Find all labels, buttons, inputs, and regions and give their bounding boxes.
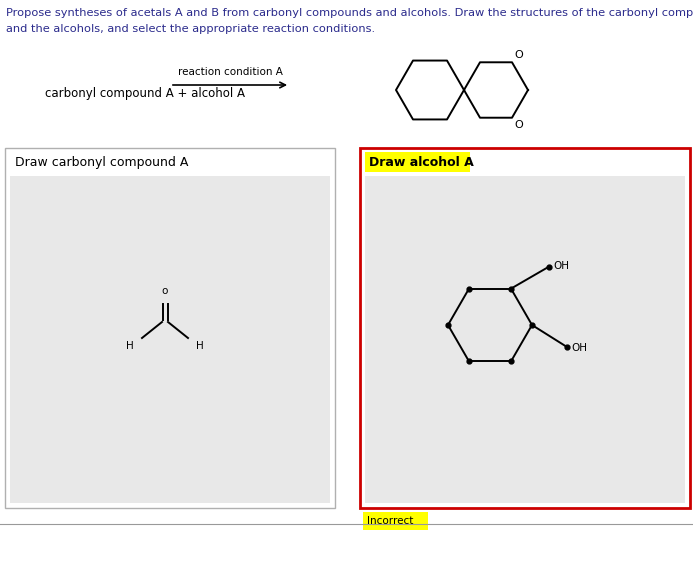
Text: reaction condition A: reaction condition A (177, 67, 283, 77)
Bar (363, 512, 428, 530)
Text: OH: OH (571, 343, 587, 353)
Bar (360, 148, 690, 508)
Text: Draw alcohol A: Draw alcohol A (369, 156, 474, 169)
Bar (365, 176, 685, 503)
Text: OH: OH (553, 261, 569, 271)
Text: O: O (514, 50, 523, 60)
Bar (10, 176, 330, 503)
Text: o: o (161, 286, 168, 296)
Bar (365, 152, 470, 172)
Text: H: H (196, 341, 204, 351)
Text: O: O (514, 120, 523, 129)
Text: H: H (126, 341, 134, 351)
Text: Incorrect: Incorrect (367, 516, 414, 526)
Bar (5, 148, 335, 508)
Text: and the alcohols, and select the appropriate reaction conditions.: and the alcohols, and select the appropr… (6, 24, 375, 34)
Text: Propose syntheses of acetals A and B from carbonyl compounds and alcohols. Draw : Propose syntheses of acetals A and B fro… (6, 8, 693, 18)
Text: Draw carbonyl compound A: Draw carbonyl compound A (15, 156, 188, 169)
Text: carbonyl compound A + alcohol A: carbonyl compound A + alcohol A (45, 87, 245, 100)
